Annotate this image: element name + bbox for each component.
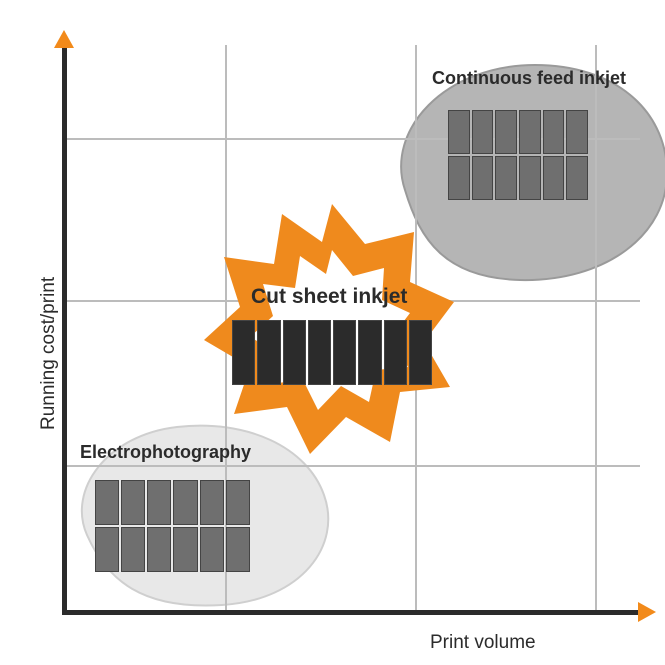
y-axis-line (62, 45, 67, 615)
electrophotography-machine-icon (95, 480, 250, 572)
continuous-feed-label: Continuous feed inkjet (432, 68, 626, 89)
cut-sheet-machine-icon (232, 320, 432, 385)
quadrant-chart: Continuous feed inkjet Electrophotograph… (0, 0, 665, 665)
electrophotography-label: Electrophotography (80, 442, 251, 463)
x-axis-label: Print volume (430, 632, 536, 654)
continuous-feed-machine-icon (448, 110, 588, 200)
x-axis-arrowhead-icon (638, 602, 656, 622)
y-axis-arrowhead-icon (54, 30, 74, 48)
y-axis-label: Running cost/print (38, 277, 60, 430)
cut-sheet-label: Cut sheet inkjet (251, 285, 407, 309)
x-axis-line (62, 610, 640, 615)
